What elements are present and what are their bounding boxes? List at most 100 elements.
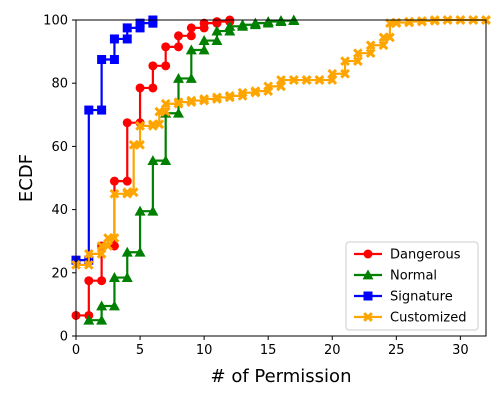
data-point: [288, 75, 299, 85]
y-tick-label: 0: [60, 330, 68, 345]
data-point: [147, 155, 159, 166]
x-tick-label: 10: [196, 343, 213, 358]
data-point: [160, 98, 171, 109]
legend-marker: [363, 291, 373, 301]
x-axis-label: # of Permission: [211, 366, 352, 387]
data-point: [134, 246, 146, 257]
x-tick-label: 30: [452, 343, 469, 358]
data-point: [109, 55, 119, 64]
data-point: [198, 35, 210, 45]
data-point: [148, 18, 158, 28]
data-point: [160, 155, 172, 166]
data-point: [249, 19, 261, 30]
data-point: [198, 44, 210, 55]
series-line: [88, 19, 295, 322]
data-point: [148, 83, 158, 93]
data-point: [128, 187, 139, 198]
data-point: [429, 16, 440, 26]
data-point: [186, 23, 196, 33]
legend-marker: [362, 269, 374, 280]
data-point: [147, 205, 159, 216]
data-point: [154, 119, 165, 130]
data-point: [122, 23, 132, 33]
legend-box: [345, 241, 479, 331]
data-point: [378, 40, 389, 51]
data-point: [186, 31, 196, 41]
data-point: [84, 276, 94, 286]
data-point: [161, 61, 171, 71]
data-point: [135, 23, 145, 33]
data-point: [237, 20, 249, 31]
data-point: [199, 23, 209, 33]
legend-label: Customized: [390, 311, 467, 326]
x-tick-label: 20: [324, 343, 341, 358]
data-point: [122, 34, 132, 44]
data-point: [174, 31, 183, 41]
data-point: [224, 25, 236, 36]
data-point: [212, 18, 222, 28]
legend-label: Normal: [390, 269, 437, 284]
data-point: [121, 272, 133, 282]
data-point: [417, 16, 427, 27]
data-point: [275, 16, 287, 26]
data-point: [121, 246, 133, 257]
legend-item: Dangerous: [354, 248, 461, 263]
data-point: [211, 35, 223, 45]
series-normal: [83, 14, 300, 325]
series-customized: [71, 15, 491, 270]
y-tick-label: 80: [51, 77, 68, 92]
axis-tick-marks: [72, 19, 461, 340]
legend-item: Normal: [354, 269, 437, 284]
data-point: [340, 68, 350, 79]
y-axis-label: ECDF: [16, 154, 37, 202]
data-point: [97, 55, 107, 64]
data-point: [135, 83, 145, 93]
x-tick-label: 15: [260, 343, 277, 358]
data-point: [237, 90, 248, 101]
data-point: [83, 260, 94, 270]
data-point: [108, 272, 120, 282]
data-point: [391, 18, 402, 29]
data-point: [212, 94, 222, 104]
data-point: [96, 314, 108, 325]
data-point: [109, 176, 119, 186]
data-point: [96, 248, 107, 259]
data-point: [385, 32, 395, 43]
data-point: [103, 241, 113, 251]
x-tick-label: 5: [136, 343, 144, 358]
data-point: [199, 95, 209, 106]
data-point: [109, 34, 119, 44]
legend-item: Customized: [354, 311, 467, 326]
data-point: [148, 120, 158, 131]
data-point: [353, 56, 363, 66]
data-point: [109, 233, 120, 243]
x-tick-label: 0: [72, 343, 80, 358]
legend-marker: [363, 312, 373, 322]
data-point: [365, 48, 376, 59]
data-point: [224, 92, 235, 103]
data-point: [108, 300, 120, 311]
data-point: [301, 75, 312, 85]
data-point: [135, 139, 145, 150]
data-point: [97, 276, 107, 286]
axis-tick-labels: 0 5 10 15 20 25 30 0 20 40 60 80 100: [43, 14, 468, 359]
data-point: [97, 105, 107, 115]
data-point: [135, 18, 145, 28]
data-point: [276, 81, 286, 92]
data-point: [135, 120, 145, 131]
data-point: [250, 87, 261, 98]
data-point: [365, 40, 376, 51]
data-point: [148, 61, 158, 71]
data-point: [340, 56, 350, 66]
data-point: [84, 105, 94, 115]
legend-label: Dangerous: [390, 248, 461, 263]
data-point: [122, 188, 133, 199]
data-point: [173, 72, 184, 83]
data-point: [96, 300, 108, 311]
data-point: [83, 314, 95, 325]
data-point: [161, 42, 171, 52]
y-tick-label: 60: [51, 140, 68, 155]
data-point: [262, 17, 274, 28]
legend-label: Signature: [390, 290, 453, 305]
